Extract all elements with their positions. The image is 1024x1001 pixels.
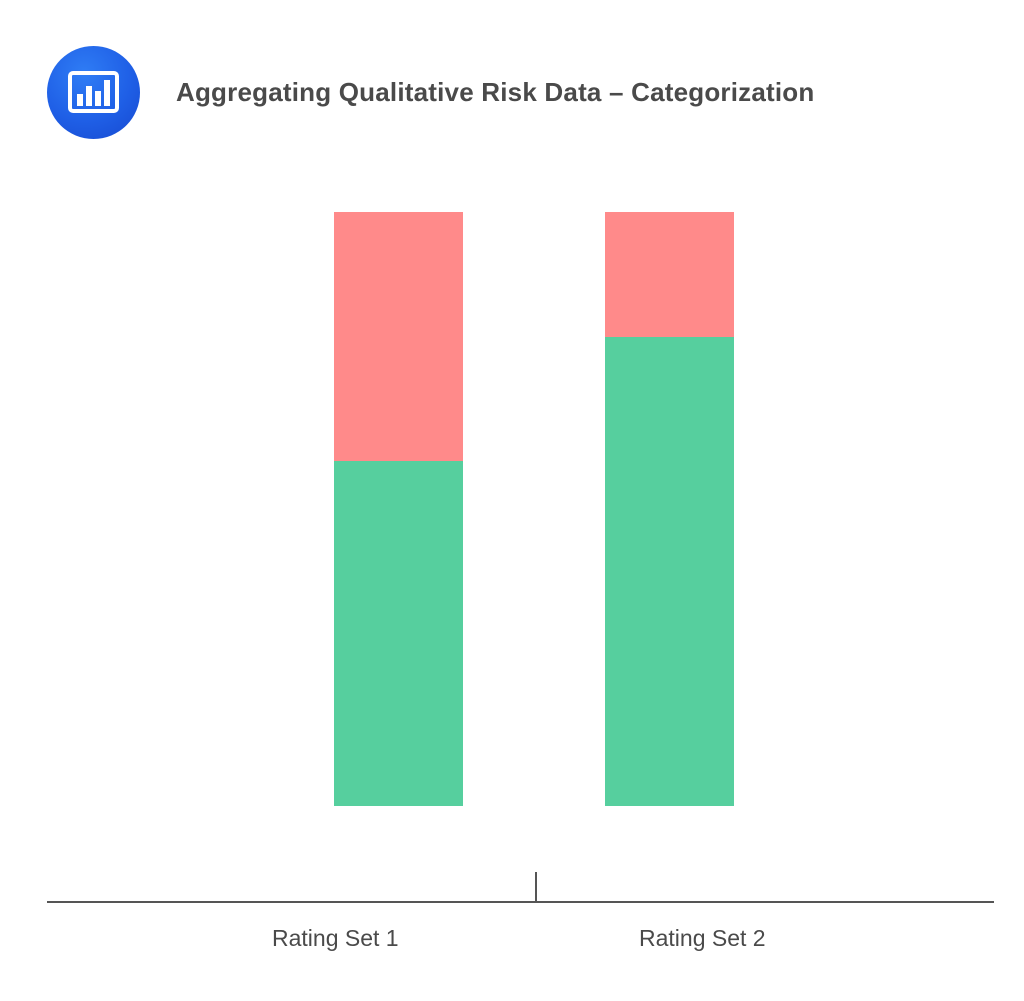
x-label-rating-set-2: Rating Set 2 <box>639 925 766 951</box>
bar-rating-set-1 <box>334 212 463 806</box>
x-axis-divider-tick <box>535 872 537 902</box>
bar-rating-set-2 <box>605 212 734 806</box>
chart-title: Aggregating Qualitative Risk Data – Cate… <box>176 77 815 107</box>
x-label-rating-set-1: Rating Set 1 <box>272 925 399 951</box>
bar-segment-green <box>334 461 463 806</box>
bar-segment-green <box>605 336 734 806</box>
bar-segment-red <box>334 212 463 462</box>
bar-chart-icon <box>47 46 140 139</box>
bar-segment-red <box>605 212 734 337</box>
x-axis-line <box>47 901 994 903</box>
